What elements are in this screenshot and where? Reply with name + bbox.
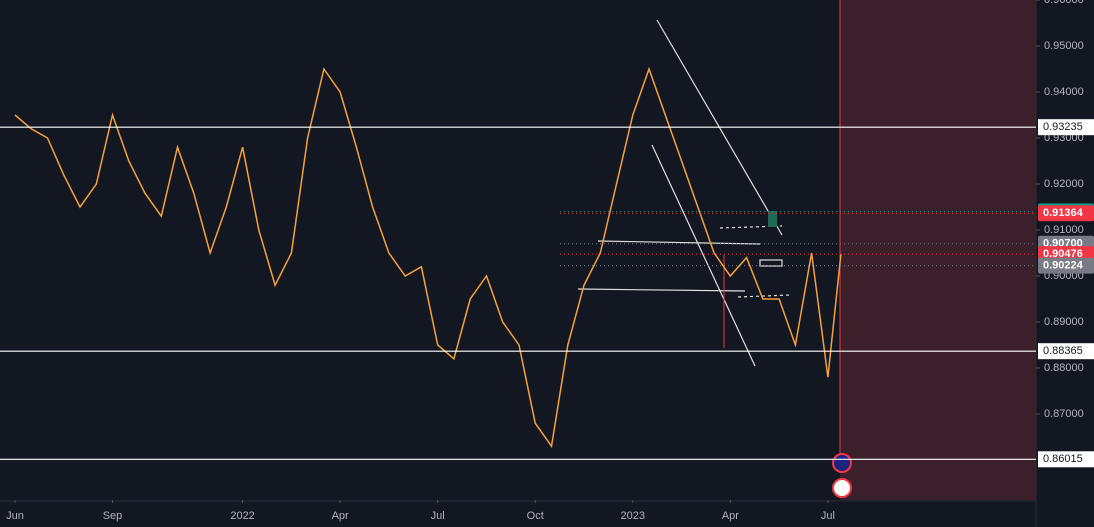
x-tick-label: Jul xyxy=(821,510,835,522)
y-tick-label: 0.95000 xyxy=(1044,40,1084,52)
future-zone xyxy=(840,0,1036,500)
y-tick-label: 0.89000 xyxy=(1044,316,1084,328)
marker-badge xyxy=(1038,257,1094,274)
level-badge xyxy=(1038,119,1094,136)
drawings xyxy=(577,19,791,367)
flag-icon xyxy=(832,478,852,498)
y-tick-label: 0.88000 xyxy=(1044,362,1084,374)
x-tick-label: Oct xyxy=(527,510,544,522)
level-badge xyxy=(1038,451,1094,468)
level-badge xyxy=(1038,343,1094,360)
level-label: 0.93235 xyxy=(1043,121,1083,133)
x-tick-label: 2022 xyxy=(230,510,254,522)
x-tick-label: Sep xyxy=(103,510,123,522)
y-tick-label: 0.96000 xyxy=(1044,0,1084,6)
x-tick-label: Apr xyxy=(722,510,739,522)
marker-label: 0.90476 xyxy=(1043,248,1083,260)
x-tick-label: Jul xyxy=(431,510,445,522)
marker-label: 0.91364 xyxy=(1043,207,1084,219)
y-tick-label: 0.92000 xyxy=(1044,178,1084,190)
y-tick-label: 0.94000 xyxy=(1044,86,1084,98)
y-tick-label: 0.91000 xyxy=(1044,224,1084,236)
x-tick-label: Apr xyxy=(332,510,349,522)
level-label: 0.86015 xyxy=(1043,453,1083,465)
marker-label: 0.90224 xyxy=(1043,260,1084,272)
x-tick-label: 2023 xyxy=(621,510,645,522)
y-tick-label: 0.87000 xyxy=(1044,408,1084,420)
position xyxy=(768,211,777,227)
price-line xyxy=(14,66,842,449)
x-tick-label: Jun xyxy=(6,510,24,522)
flag-icon xyxy=(832,453,852,473)
level-label: 0.88365 xyxy=(1043,345,1083,357)
marker-badge xyxy=(1038,205,1094,222)
